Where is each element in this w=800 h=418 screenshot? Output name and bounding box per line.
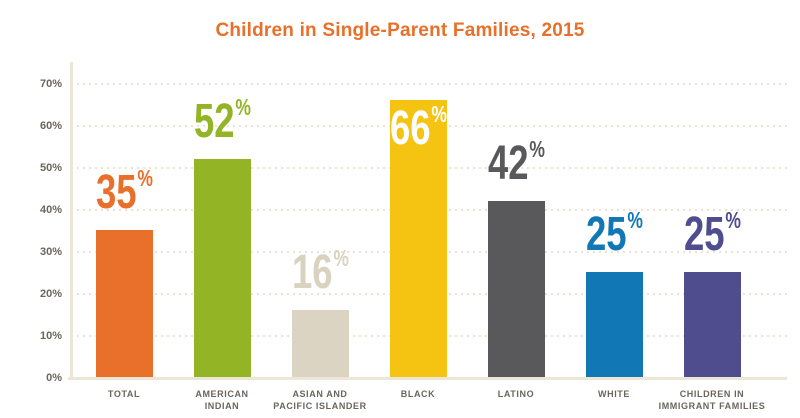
percent-sign: % [136, 165, 153, 192]
gridline-70% [71, 83, 787, 85]
percent-sign: % [626, 207, 643, 234]
percent-sign: % [430, 100, 447, 127]
bar-black [389, 99, 447, 377]
y-tick-label-70%: 70% [39, 78, 62, 90]
value-label-asian-and-pacific-islander: 16% [291, 244, 349, 299]
bar-white [585, 272, 643, 377]
y-tick-label-50%: 50% [39, 162, 62, 174]
value-label-total: 35% [95, 165, 153, 219]
x-axis-line [68, 377, 787, 380]
percent-sign: % [724, 207, 741, 234]
value-label-white: 25% [585, 207, 643, 261]
percent-sign: % [234, 93, 251, 120]
bar-total [95, 230, 153, 377]
category-label-asian-and-pacific-islander: ASIAN AND PACIFIC ISLANDER [273, 389, 367, 411]
bar-asian-and-pacific-islander [291, 309, 349, 377]
bar-latino [487, 200, 545, 377]
bar-american-indian [193, 158, 251, 377]
category-label-children-in-immigrant-families: CHILDREN IN IMMIGRANT FAMILIES [658, 389, 766, 411]
category-label-black: BLACK [400, 389, 436, 399]
y-tick-label-30%: 30% [39, 246, 62, 258]
category-label-total: TOTAL [107, 389, 141, 399]
y-tick-label-40%: 40% [39, 204, 62, 216]
y-axis-line [70, 62, 73, 380]
y-tick-label-60%: 60% [39, 120, 62, 132]
category-label-latino: LATINO [497, 389, 535, 399]
category-label-american-indian: AMERICAN INDIAN [195, 389, 249, 411]
value-label-children-in-immigrant-families: 25% [683, 207, 741, 261]
y-tick-label-10%: 10% [39, 330, 62, 342]
bar-children-in-immigrant-families [683, 272, 741, 377]
percent-sign: % [332, 244, 349, 271]
y-tick-label-0%: 0% [46, 372, 62, 384]
value-label-latino: 42% [487, 135, 545, 190]
chart-title: Children in Single-Parent Families, 2015 [215, 20, 585, 41]
percent-sign: % [528, 135, 545, 162]
value-label-american-indian: 52% [193, 93, 251, 148]
y-tick-label-20%: 20% [39, 288, 62, 300]
category-label-white: WHITE [598, 389, 630, 399]
value-label-black: 66% [389, 100, 447, 155]
